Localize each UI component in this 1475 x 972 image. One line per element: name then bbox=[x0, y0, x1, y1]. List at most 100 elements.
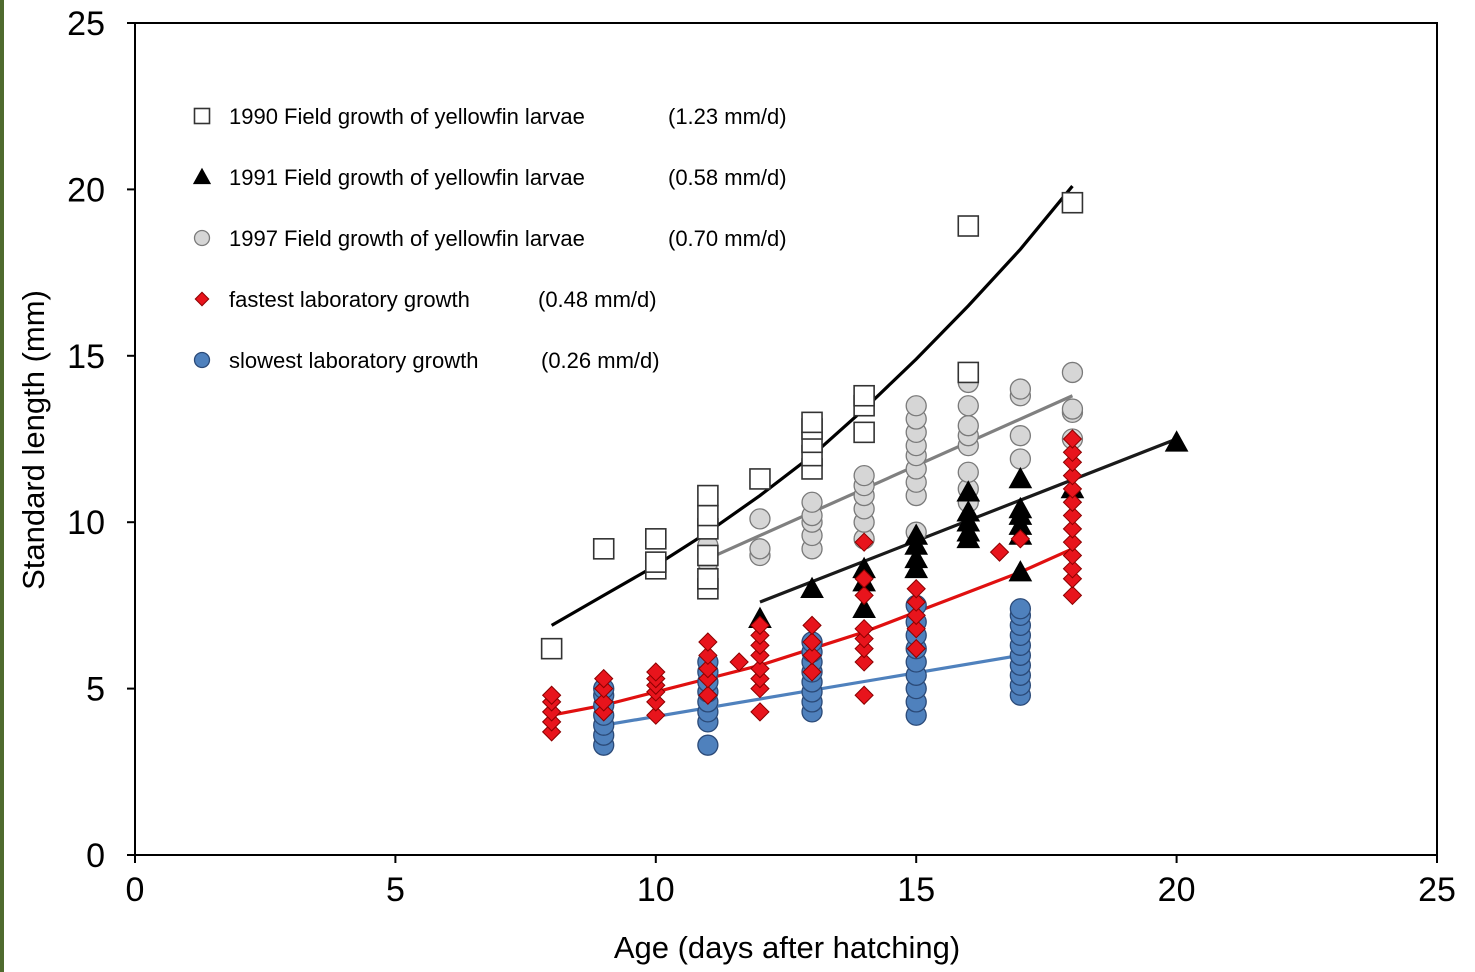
data-point bbox=[697, 484, 719, 507]
legend-entry-1: 1990 Field growth of yellowfin larvae (1.… bbox=[193, 104, 787, 129]
plot-border bbox=[134, 22, 1438, 856]
data-point bbox=[904, 523, 929, 545]
data-point bbox=[956, 500, 981, 522]
legend-rate: (0.26 mm/d) bbox=[541, 348, 660, 373]
data-point bbox=[957, 215, 980, 237]
y-tick-label: 5 bbox=[86, 671, 105, 709]
data-point bbox=[750, 615, 770, 636]
x-tick-label: 5 bbox=[386, 871, 405, 909]
data-point bbox=[749, 508, 771, 530]
x-tick-label: 25 bbox=[1418, 871, 1456, 909]
data-point bbox=[1062, 519, 1083, 539]
data-point bbox=[906, 618, 926, 639]
data-point bbox=[1008, 466, 1033, 489]
data-point bbox=[854, 569, 874, 589]
x-tick-label: 0 bbox=[126, 871, 145, 909]
data-point bbox=[594, 702, 614, 722]
data-point bbox=[1062, 465, 1083, 486]
legend: 1990 Field growth of yellowfin larvae (1.… bbox=[192, 104, 787, 373]
data-point bbox=[906, 592, 926, 612]
data-point bbox=[1008, 560, 1033, 582]
data-point bbox=[750, 678, 770, 699]
legend-entry-5: slowest laboratory growth (0.26 mm/d) bbox=[193, 348, 660, 373]
data-point bbox=[801, 411, 823, 434]
data-point bbox=[646, 705, 666, 725]
data-point bbox=[1062, 479, 1083, 499]
data-point bbox=[644, 551, 667, 573]
data-point bbox=[1061, 191, 1084, 214]
data-point bbox=[853, 384, 875, 407]
data-point bbox=[697, 504, 719, 527]
legend-entry-4: fastest laboratory growth (0.48 mm/d) bbox=[194, 287, 657, 312]
data-point bbox=[698, 685, 718, 705]
data-point bbox=[729, 652, 749, 672]
data-point bbox=[540, 637, 563, 660]
data-point bbox=[956, 480, 981, 502]
data-point bbox=[750, 702, 770, 722]
data-point bbox=[698, 658, 718, 679]
data-point bbox=[1062, 532, 1083, 552]
data-point bbox=[594, 692, 614, 712]
plot-frame bbox=[134, 22, 1438, 856]
data-point bbox=[1009, 378, 1032, 400]
data-point bbox=[698, 668, 718, 689]
legend-label: fastest laboratory growth bbox=[229, 287, 470, 312]
trend-line-series-3 bbox=[707, 394, 1074, 561]
data-point bbox=[1061, 398, 1084, 420]
data-point bbox=[957, 361, 980, 384]
legend-entry-2: 1991 Field growth of yellowfin larvae (0.… bbox=[192, 165, 787, 190]
data-point bbox=[906, 579, 926, 599]
data-point bbox=[854, 652, 874, 672]
data-point bbox=[1010, 529, 1031, 549]
data-point bbox=[697, 544, 719, 567]
data-point bbox=[957, 395, 979, 417]
data-point bbox=[750, 635, 770, 656]
y-tick-label: 20 bbox=[67, 171, 105, 209]
data-point bbox=[1062, 545, 1083, 566]
data-point bbox=[802, 632, 822, 652]
y-tick-label: 15 bbox=[67, 338, 105, 376]
data-point bbox=[854, 638, 874, 659]
data-point bbox=[1062, 492, 1083, 512]
data-point bbox=[1062, 505, 1083, 526]
legend-marker bbox=[193, 107, 211, 125]
data-point bbox=[853, 464, 875, 487]
legend-label: 1997 Field growth of yellowfin larvae bbox=[229, 226, 585, 251]
legend-marker bbox=[193, 351, 211, 369]
legend-label: slowest laboratory growth bbox=[229, 348, 478, 373]
data-point bbox=[749, 468, 771, 490]
data-point bbox=[1009, 425, 1032, 447]
data-point bbox=[646, 662, 666, 682]
data-point bbox=[1009, 448, 1032, 470]
legend-entry-3: 1997 Field growth of yellowfin larvae (0.… bbox=[193, 226, 787, 251]
y-tick-label: 0 bbox=[86, 837, 105, 875]
series-4-points bbox=[541, 429, 1083, 742]
data-point bbox=[1164, 430, 1189, 452]
data-point bbox=[854, 685, 874, 705]
data-point bbox=[852, 596, 876, 619]
data-point bbox=[1062, 559, 1083, 579]
data-point bbox=[854, 585, 874, 606]
data-point bbox=[957, 461, 979, 483]
data-point bbox=[698, 632, 718, 652]
data-point bbox=[1062, 452, 1083, 473]
data-point bbox=[1062, 429, 1083, 449]
data-point bbox=[904, 546, 929, 569]
x-tick-label: 20 bbox=[1158, 871, 1196, 909]
data-point bbox=[801, 491, 823, 513]
x-axis-title: Age (days after hatching) bbox=[614, 930, 960, 965]
data-point bbox=[802, 645, 822, 666]
data-point bbox=[541, 712, 562, 732]
y-axis-title: Standard length (mm) bbox=[16, 290, 51, 590]
data-point bbox=[802, 662, 822, 682]
data-point bbox=[644, 528, 667, 550]
data-point bbox=[957, 415, 979, 437]
data-point bbox=[1061, 361, 1084, 384]
data-point bbox=[592, 538, 615, 560]
legend-marker bbox=[192, 167, 212, 185]
data-point bbox=[854, 618, 874, 639]
data-point bbox=[541, 702, 562, 722]
data-point bbox=[646, 692, 666, 712]
series-1-points bbox=[540, 191, 1084, 660]
